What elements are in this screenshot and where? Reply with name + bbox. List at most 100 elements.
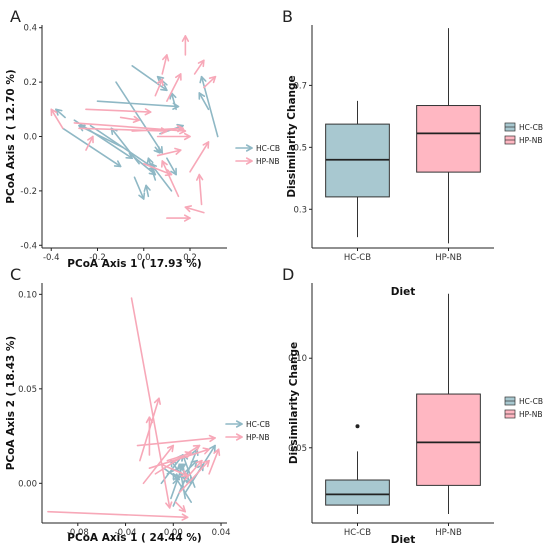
arrow-shaft (96, 100, 180, 108)
data-arrow (47, 510, 189, 521)
arrow-head (166, 444, 175, 453)
y-tick-label: 0.05 (18, 385, 37, 395)
arrow-head (209, 444, 216, 453)
arrow-shaft (198, 173, 203, 206)
data-arrow (198, 92, 210, 111)
data-arrow (161, 54, 170, 75)
arrow-head (202, 141, 210, 149)
arrow-head (162, 54, 170, 62)
arrow-head (245, 157, 253, 165)
arrow-head (192, 444, 201, 452)
data-arrow (166, 157, 177, 176)
arrow-shaft (85, 135, 94, 151)
x-axis-title: PCoA Axis 1 ( 17.93 %) (67, 258, 201, 270)
data-arrow (166, 451, 192, 462)
data-arrow (130, 297, 173, 509)
arrow-shaft (156, 149, 182, 157)
arrow-head (181, 35, 190, 42)
data-arrow (199, 75, 219, 138)
legend-key (504, 409, 516, 419)
data-arrow (184, 459, 203, 481)
arrow-shaft (160, 463, 189, 477)
data-arrow (131, 124, 184, 133)
legend-label: HP-NB (246, 433, 269, 442)
arrow-head (113, 160, 122, 168)
data-arrow (55, 108, 66, 119)
arrow-shaft (73, 119, 133, 160)
arrow-shaft (136, 437, 216, 447)
data-arrow (166, 73, 182, 102)
arrow-shaft (50, 108, 64, 130)
box-hp-nb (416, 28, 481, 244)
x-tick-label: HC-CB (344, 253, 371, 263)
arrow-head (145, 416, 154, 424)
data-arrow (142, 162, 173, 177)
arrow-head (245, 144, 253, 152)
arrow-head (190, 459, 198, 468)
arrow-head (164, 169, 173, 177)
arrow-head (161, 160, 168, 168)
arrow-shaft (166, 73, 182, 102)
legend-key (225, 420, 243, 428)
x-tick-label: 0.00 (164, 528, 183, 538)
data-arrow (119, 115, 140, 124)
data-arrow (174, 501, 187, 513)
arrow-head (165, 501, 173, 509)
x-tick-label: -0.4 (43, 253, 60, 263)
arrow-head (195, 459, 203, 468)
panel-d: D 0.05 0.10 HC-CB HP-NB Diet Dissimilarity Cha… (282, 265, 543, 546)
series-hp-nb (50, 35, 217, 222)
data-arrow (153, 146, 161, 154)
series-hp-nb (47, 297, 221, 521)
arrow-head (202, 459, 210, 468)
box-hp-nb (416, 293, 481, 515)
legend-key (504, 135, 516, 145)
legend-label: HC-CB (519, 397, 543, 406)
arrow-shaft (55, 108, 66, 119)
arrow-shaft (182, 454, 196, 488)
legend-label: HP-NB (256, 157, 279, 166)
arrow-shaft (161, 54, 168, 75)
arrow-shaft (170, 463, 184, 500)
arrow-shaft (119, 116, 140, 121)
data-arrow (133, 176, 146, 200)
data-arrow (156, 147, 182, 157)
legend-label: HC-CB (246, 420, 270, 429)
data-arrow (156, 132, 191, 141)
x-tick-label: -0.04 (115, 528, 137, 538)
x-tick-label: 0.2 (183, 253, 197, 263)
arrow-shaft (154, 444, 201, 475)
y-tick-label: 0.10 (18, 290, 37, 300)
y-tick-label: 0.7 (293, 81, 307, 91)
arrow-head (183, 132, 191, 141)
box-hc-cb (325, 424, 390, 515)
data-arrow (195, 173, 204, 206)
data-arrow (131, 154, 157, 176)
data-arrow (166, 214, 191, 222)
legend-key (504, 122, 516, 132)
arrow-head (156, 78, 164, 87)
y-tick-label: 0.05 (288, 444, 307, 454)
data-arrow (189, 141, 210, 173)
arrow-shaft (193, 59, 205, 75)
legend-key (225, 433, 243, 441)
arrow-head (184, 451, 192, 459)
arrow-head (172, 473, 181, 481)
arrow-head (184, 205, 193, 213)
y-tick-label: 0.5 (293, 143, 307, 153)
panel-c: C 0.00 0.05 0.10 -0.08 -0.04 0.00 0.04 PCoA Axis… (5, 265, 270, 544)
arrow-shaft (142, 162, 173, 176)
data-arrow (73, 119, 133, 160)
data-arrow (203, 75, 217, 89)
y-tick-label: 0.10 (288, 354, 307, 364)
arrow-shaft (166, 452, 192, 462)
arrow-head (213, 448, 221, 457)
arrow-head (143, 184, 151, 192)
arrow-head (197, 59, 205, 68)
arrow-shaft (47, 510, 189, 519)
legend-key (504, 396, 516, 406)
y-axis-title: Dissimilarity Change (286, 75, 298, 197)
arrow-head (174, 147, 182, 155)
arrow-head (153, 146, 161, 154)
y-axis-title: Dissimilarity Change (288, 342, 300, 464)
